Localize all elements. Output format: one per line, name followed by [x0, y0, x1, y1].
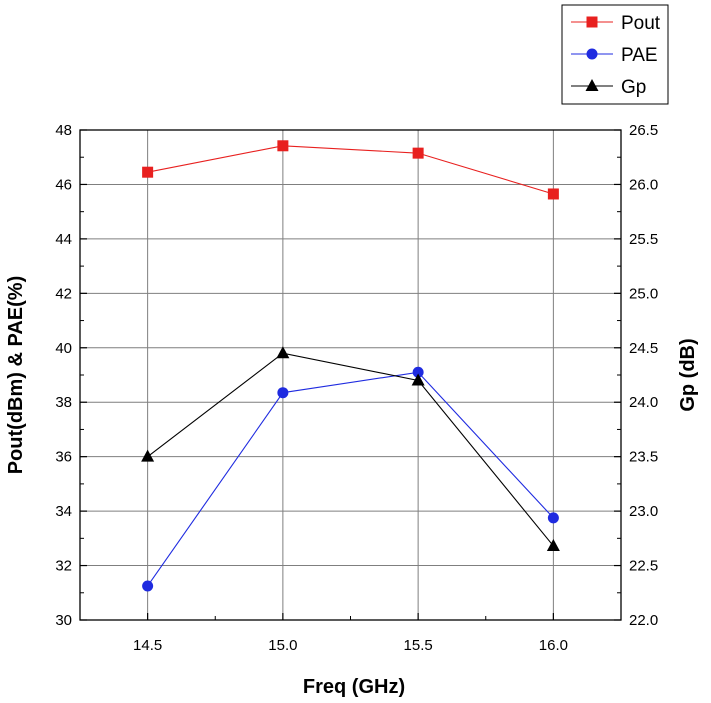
- legend-label-gp: Gp: [621, 77, 646, 98]
- y-tick-label: 34: [55, 503, 72, 520]
- legend-label-pout: Pout: [621, 13, 661, 34]
- axes: 30 32 34 36 38 40 42 44 46 48 22.0 22.5 23.0 23.5 24.0…: [55, 122, 658, 654]
- gp-line: [147, 352, 554, 547]
- x-tick-label: 14.5: [133, 637, 162, 654]
- x-tick-label: 15.5: [404, 637, 433, 654]
- legend-marker-pout: [586, 16, 598, 28]
- pae-point: [277, 387, 289, 399]
- grid: [80, 130, 621, 620]
- gp-point: [546, 538, 560, 551]
- pout-point: [277, 140, 289, 152]
- y-tick-label: 30: [55, 612, 72, 629]
- y-tick-label: 44: [55, 231, 72, 248]
- y-tick-label: 38: [55, 394, 72, 411]
- x-axis-title: Freq (GHz): [303, 676, 405, 698]
- series: [141, 140, 560, 592]
- pae-point: [547, 512, 559, 524]
- gp-point: [141, 449, 155, 462]
- pae-line: [147, 371, 554, 587]
- pout-point: [412, 147, 424, 159]
- pout-line: [147, 145, 554, 195]
- y2-tick-label: 25.5: [629, 231, 658, 248]
- legend-marker-pae: [586, 48, 598, 60]
- legend-marker-gp: [585, 79, 599, 91]
- y2-tick-label: 24.0: [629, 394, 658, 411]
- y-tick-label: 46: [55, 176, 72, 193]
- y-tick-label: 42: [55, 285, 72, 302]
- y2-tick-label: 26.5: [629, 122, 658, 139]
- y-tick-label: 32: [55, 558, 72, 575]
- pae-point: [142, 580, 154, 592]
- pout-point: [142, 166, 154, 178]
- x-tick-label: 16.0: [539, 637, 568, 654]
- y2-tick-label: 26.0: [629, 176, 658, 193]
- y2-axis-title: Gp (dB): [677, 338, 699, 411]
- gp-point: [411, 373, 425, 386]
- gp-point: [276, 346, 290, 359]
- legend: Pout PAE Gp: [561, 4, 669, 105]
- pae-point: [412, 366, 424, 378]
- legend-label-pae: PAE: [621, 45, 658, 66]
- y-tick-label: 40: [55, 340, 72, 357]
- y2-tick-label: 25.0: [629, 285, 658, 302]
- plot-frame: [79, 129, 622, 621]
- y2-tick-label: 23.0: [629, 503, 658, 520]
- y-tick-label: 36: [55, 449, 72, 466]
- y-axis-title: Pout(dBm) & PAE(%): [5, 276, 27, 475]
- pout-point: [547, 188, 559, 200]
- y2-tick-label: 24.5: [629, 340, 658, 357]
- x-tick-label: 15.0: [268, 637, 297, 654]
- y2-tick-label: 23.5: [629, 449, 658, 466]
- y2-tick-label: 22.5: [629, 558, 658, 575]
- y2-tick-label: 22.0: [629, 612, 658, 629]
- y-tick-label: 48: [55, 122, 72, 139]
